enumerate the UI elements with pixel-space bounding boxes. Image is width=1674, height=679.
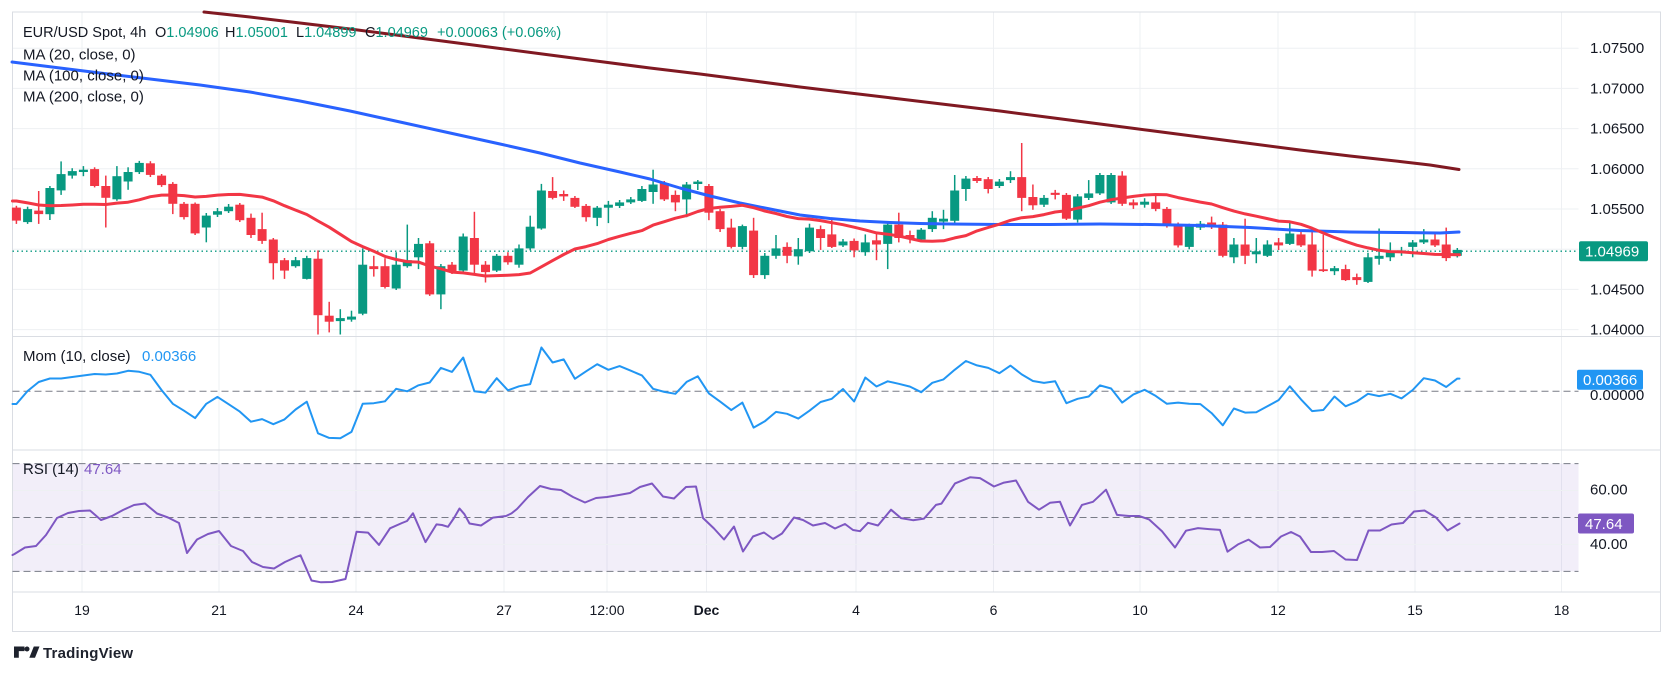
svg-text:4: 4 bbox=[852, 602, 860, 618]
svg-text:18: 18 bbox=[1554, 602, 1570, 618]
svg-text:0.00366: 0.00366 bbox=[1583, 372, 1637, 389]
svg-text:15: 15 bbox=[1407, 602, 1423, 618]
svg-text:L1.04899: L1.04899 bbox=[296, 25, 357, 41]
svg-text:10: 10 bbox=[1132, 602, 1148, 618]
svg-text:H1.05001: H1.05001 bbox=[225, 25, 288, 41]
svg-text:12:00: 12:00 bbox=[589, 602, 624, 618]
svg-text:1.06500: 1.06500 bbox=[1590, 121, 1644, 138]
svg-text:12: 12 bbox=[1270, 602, 1286, 618]
svg-text:EUR/USD Spot, 4h: EUR/USD Spot, 4h bbox=[23, 25, 146, 41]
svg-text:6: 6 bbox=[990, 602, 998, 618]
svg-text:MA (200, close, 0): MA (200, close, 0) bbox=[23, 89, 144, 106]
svg-text:MA (100, close, 0): MA (100, close, 0) bbox=[23, 68, 144, 85]
svg-text:21: 21 bbox=[211, 602, 227, 618]
svg-text:1.06000: 1.06000 bbox=[1590, 161, 1644, 178]
svg-text:1.04500: 1.04500 bbox=[1590, 281, 1644, 298]
svg-text:Mom (10, close): Mom (10, close) bbox=[23, 348, 131, 365]
svg-text:Dec: Dec bbox=[694, 602, 720, 618]
svg-text:C1.04969: C1.04969 bbox=[365, 25, 428, 41]
svg-text:19: 19 bbox=[74, 602, 90, 618]
svg-text:60.00: 60.00 bbox=[1590, 482, 1628, 499]
svg-text:1.07500: 1.07500 bbox=[1590, 40, 1644, 57]
svg-text:40.00: 40.00 bbox=[1590, 536, 1628, 553]
svg-text:0.00000: 0.00000 bbox=[1590, 387, 1644, 404]
svg-text:1.04969: 1.04969 bbox=[1585, 244, 1639, 261]
svg-text:1.07000: 1.07000 bbox=[1590, 80, 1644, 97]
svg-text:24: 24 bbox=[348, 602, 364, 618]
svg-text:1.04000: 1.04000 bbox=[1590, 322, 1644, 339]
svg-text:O1.04906: O1.04906 bbox=[155, 25, 219, 41]
svg-text:0.00366: 0.00366 bbox=[142, 348, 196, 365]
svg-text:RSI (14): RSI (14) bbox=[23, 461, 79, 478]
svg-text:+0.00063 (+0.06%): +0.00063 (+0.06%) bbox=[437, 25, 561, 41]
svg-text:MA (20, close, 0): MA (20, close, 0) bbox=[23, 47, 136, 64]
svg-text:TradingView: TradingView bbox=[43, 645, 133, 662]
svg-text:1.05500: 1.05500 bbox=[1590, 201, 1644, 218]
svg-text:47.64: 47.64 bbox=[84, 461, 122, 478]
svg-text:27: 27 bbox=[496, 602, 512, 618]
svg-text:47.64: 47.64 bbox=[1585, 516, 1623, 533]
